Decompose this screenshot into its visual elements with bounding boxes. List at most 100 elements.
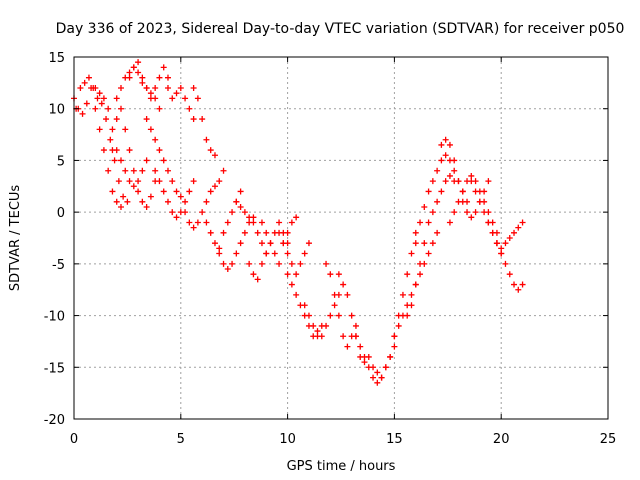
data-point <box>434 198 441 205</box>
series-arc-m <box>216 214 257 273</box>
data-point <box>115 178 122 185</box>
data-point <box>455 178 462 185</box>
data-point <box>135 59 142 66</box>
data-point <box>130 167 137 174</box>
data-point <box>404 271 411 278</box>
series-arc-z <box>412 152 471 247</box>
data-point <box>100 95 107 102</box>
data-point <box>335 312 342 319</box>
data-point <box>190 178 197 185</box>
data-point <box>459 188 466 195</box>
data-point <box>382 364 389 371</box>
data-point <box>105 167 112 174</box>
data-point <box>216 250 223 257</box>
x-tick-label: 0 <box>70 432 78 447</box>
data-point <box>408 291 415 298</box>
y-tick-label: -15 <box>44 361 65 376</box>
data-point <box>169 209 176 216</box>
data-point <box>489 229 496 236</box>
data-point <box>147 90 154 97</box>
data-point <box>117 105 124 112</box>
data-point <box>476 198 483 205</box>
data-point <box>323 260 330 267</box>
series-arc-n <box>233 198 270 257</box>
data-point <box>293 291 300 298</box>
series-arc-aa <box>438 136 492 221</box>
data-point <box>156 147 163 154</box>
series-arc-i <box>152 167 197 221</box>
series-arc-ae <box>493 219 526 252</box>
data-point <box>98 100 105 107</box>
data-point <box>164 74 171 81</box>
data-point <box>169 178 176 185</box>
data-point <box>190 85 197 92</box>
data-point <box>425 250 432 257</box>
data-point <box>135 69 142 76</box>
data-point <box>301 250 308 257</box>
data-point <box>94 95 101 102</box>
data-point <box>164 85 171 92</box>
series-arc-k <box>182 167 227 231</box>
data-point <box>284 250 291 257</box>
data-point <box>472 188 479 195</box>
data-point <box>237 188 244 195</box>
data-point <box>250 219 257 226</box>
data-point <box>126 74 133 81</box>
data-point <box>156 178 163 185</box>
data-point <box>442 178 449 185</box>
y-tick-label: 5 <box>57 154 65 169</box>
data-point <box>216 178 223 185</box>
data-point <box>399 291 406 298</box>
data-point <box>164 167 171 174</box>
data-point <box>229 260 236 267</box>
series-arc-t <box>323 260 359 350</box>
data-point <box>451 167 458 174</box>
x-tick-label: 20 <box>493 432 510 447</box>
series-arc-e <box>113 95 159 210</box>
data-point <box>305 240 312 247</box>
data-point <box>207 188 214 195</box>
data-point <box>335 271 342 278</box>
y-tick-label: -5 <box>52 258 65 273</box>
data-point <box>126 69 133 76</box>
data-point <box>446 141 453 148</box>
data-point <box>263 250 270 257</box>
data-point <box>498 245 505 252</box>
data-point <box>417 219 424 226</box>
data-point <box>203 219 210 226</box>
data-point <box>438 188 445 195</box>
data-point <box>391 343 398 350</box>
y-tick-label: -10 <box>44 310 65 325</box>
data-point <box>412 240 419 247</box>
data-point <box>506 235 513 241</box>
data-point <box>506 271 513 278</box>
data-point <box>446 219 453 226</box>
series-arc-u <box>335 271 372 366</box>
series-arc-ad <box>485 219 526 293</box>
data-point <box>378 374 385 381</box>
data-point <box>109 126 116 133</box>
data-point <box>352 322 359 329</box>
data-point <box>293 271 300 278</box>
data-point <box>211 152 218 159</box>
data-point <box>190 224 197 231</box>
data-point <box>305 312 312 319</box>
data-point <box>352 333 359 340</box>
data-point <box>233 198 240 205</box>
data-point <box>109 147 116 154</box>
data-point <box>404 312 411 319</box>
data-point <box>81 79 88 86</box>
data-point <box>297 260 304 267</box>
data-point <box>493 240 500 247</box>
series-arc-f <box>126 59 171 102</box>
data-point <box>182 198 189 205</box>
data-point <box>113 95 120 102</box>
data-point <box>111 157 118 164</box>
data-point <box>182 209 189 216</box>
data-point <box>164 198 171 205</box>
data-point <box>263 229 270 236</box>
data-point <box>258 260 265 267</box>
data-point <box>429 209 436 216</box>
data-point <box>233 250 240 257</box>
data-point <box>126 147 133 154</box>
